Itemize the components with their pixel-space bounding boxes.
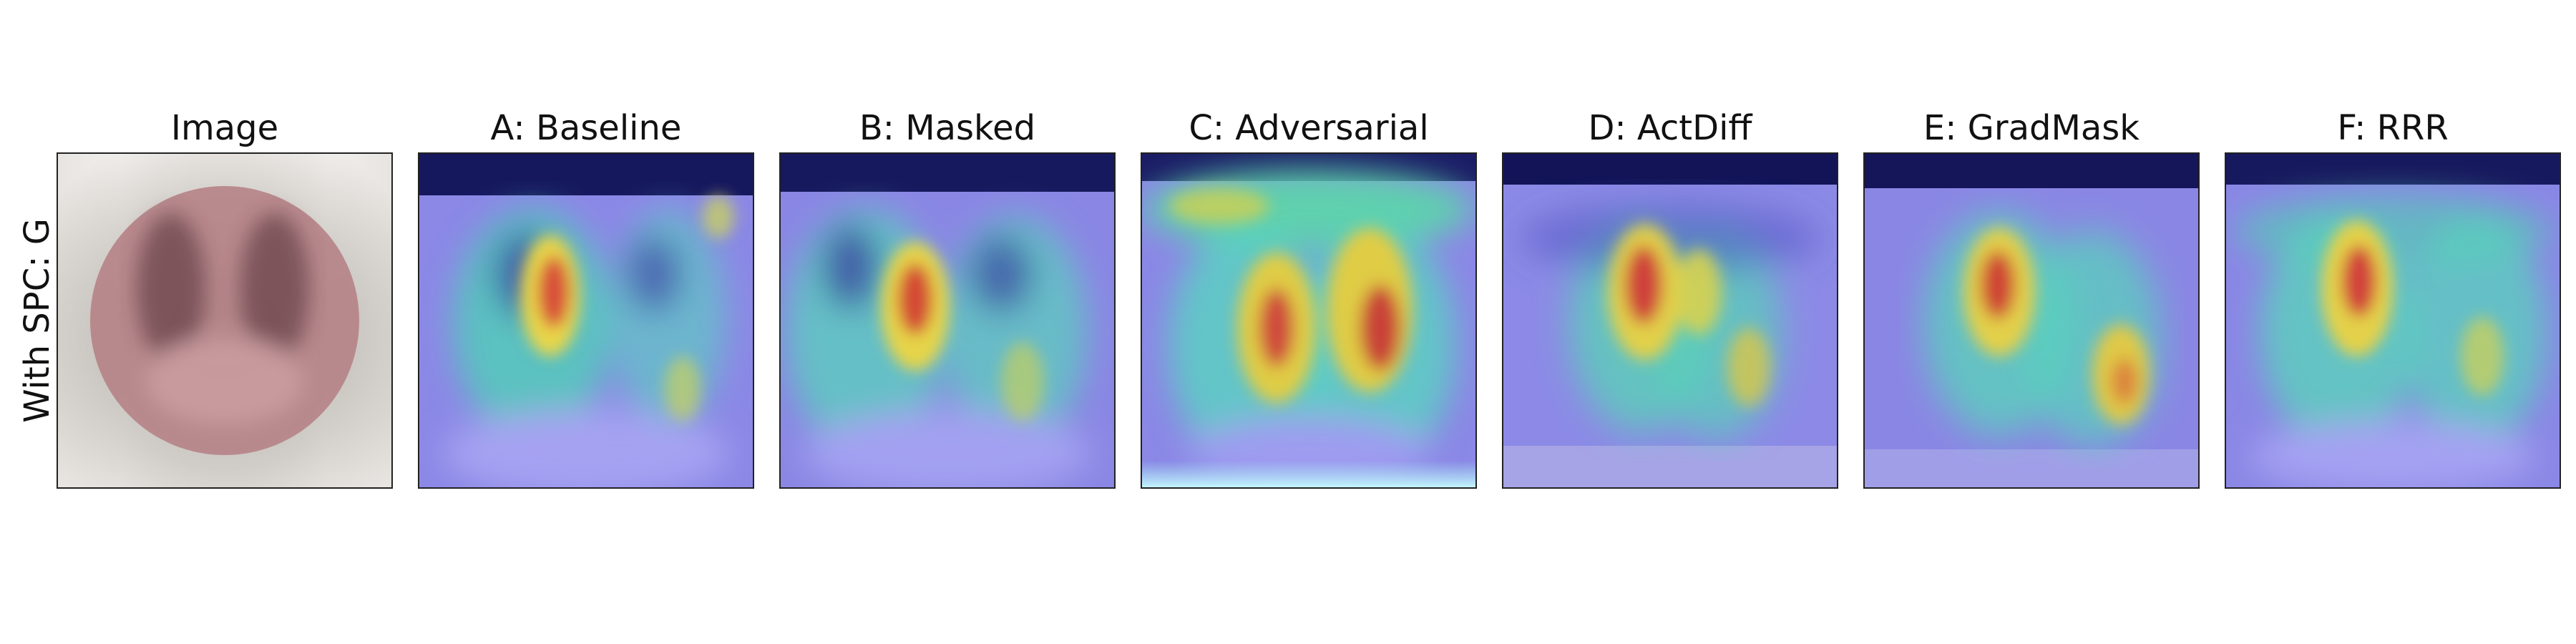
panel-masked: [779, 152, 1116, 489]
panel-baseline: [418, 152, 754, 489]
panel-adversarial: [1141, 152, 1477, 489]
panel-title-masked: B: Masked: [859, 108, 1036, 148]
panel-title-image: Image: [170, 108, 279, 148]
panel-title-gradmask: E: GradMask: [1923, 108, 2140, 148]
panel-image: [57, 152, 393, 489]
row-label: With SPC: G: [16, 152, 59, 489]
panel-title-adversarial: C: Adversarial: [1189, 108, 1429, 148]
panel-gradmask: [1863, 152, 2200, 489]
panel-title-actdiff: D: ActDiff: [1588, 108, 1752, 148]
panel-rrr: [2225, 152, 2561, 489]
panel-actdiff: [1502, 152, 1838, 489]
row-label-text: With SPC: G: [17, 218, 58, 423]
panel-title-baseline: A: Baseline: [490, 108, 682, 148]
panel-title-rrr: F: RRR: [2337, 108, 2449, 148]
